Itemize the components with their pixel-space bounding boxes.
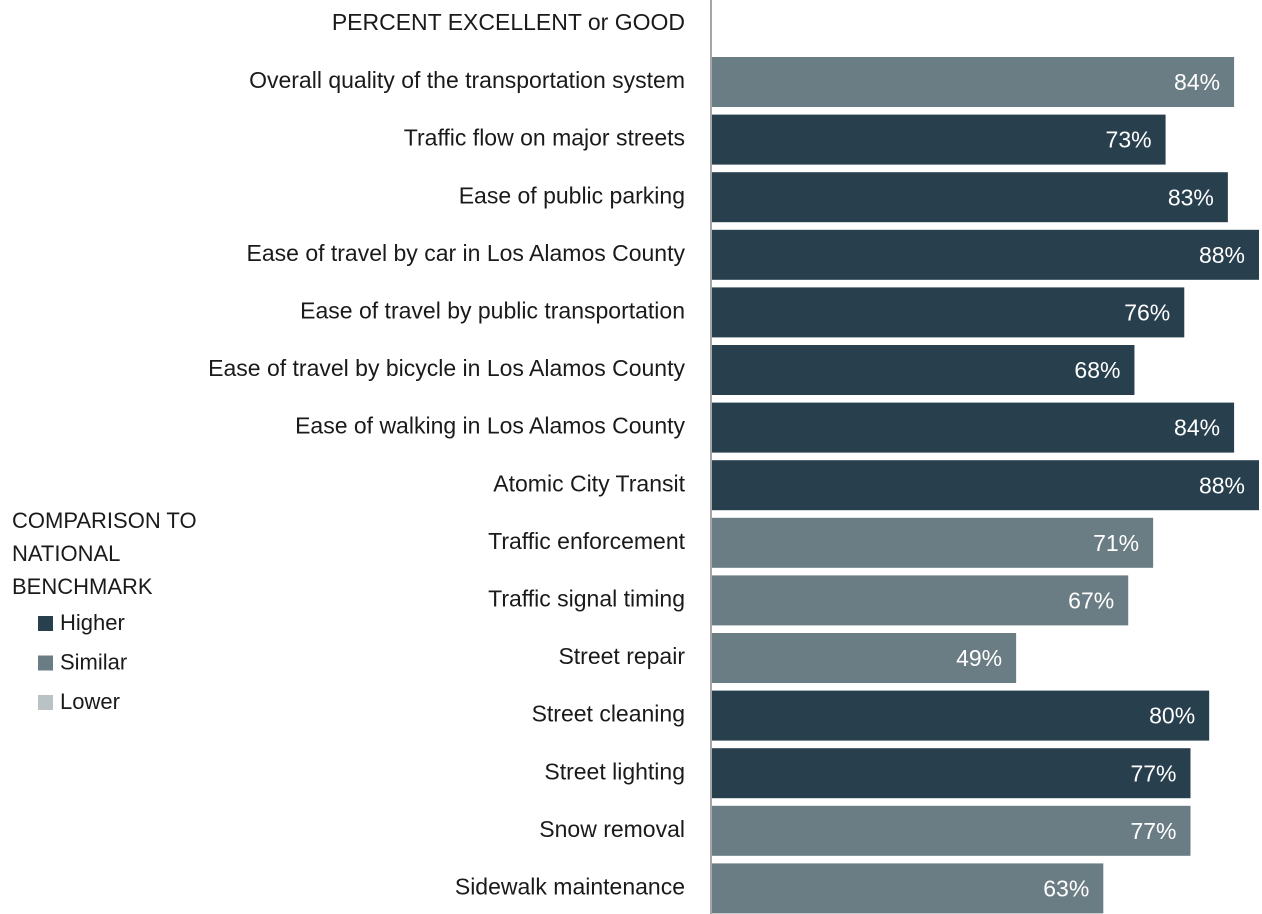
category-label: Traffic flow on major streets [404, 125, 685, 151]
value-label: 88% [1199, 242, 1245, 268]
bar [712, 460, 1259, 511]
bar [712, 114, 1166, 165]
category-label: Ease of public parking [459, 182, 685, 208]
bar [712, 575, 1129, 626]
value-label: 67% [1068, 587, 1114, 613]
category-label: Overall quality of the transportation sy… [249, 67, 685, 93]
bar [712, 287, 1185, 338]
bar [712, 345, 1135, 395]
bar [712, 57, 1235, 107]
legend-swatch [38, 616, 53, 631]
value-label: 83% [1168, 184, 1214, 210]
bar [712, 633, 1017, 683]
legend-label: Higher [60, 610, 125, 635]
legend-swatch [38, 695, 53, 710]
legend-label: Lower [60, 689, 120, 714]
bar [712, 402, 1235, 453]
bar [712, 863, 1104, 914]
category-label: Atomic City Transit [493, 470, 685, 496]
bar [712, 748, 1191, 799]
value-label: 71% [1093, 530, 1139, 556]
bar [712, 172, 1228, 223]
value-label: 76% [1124, 299, 1170, 325]
category-label: Snow removal [539, 816, 685, 842]
bar [712, 517, 1154, 568]
bar [712, 690, 1210, 741]
value-label: 80% [1149, 703, 1195, 729]
value-label: 49% [956, 645, 1002, 671]
value-label: 88% [1199, 472, 1245, 498]
value-label: 77% [1130, 760, 1176, 786]
category-label: Ease of travel by car in Los Alamos Coun… [247, 240, 686, 266]
bar [712, 229, 1259, 280]
category-label: Ease of travel by bicycle in Los Alamos … [208, 355, 685, 381]
value-label: 84% [1174, 69, 1220, 95]
category-label: Traffic signal timing [488, 585, 685, 611]
category-label: Street cleaning [532, 701, 685, 727]
legend-swatch [38, 655, 53, 671]
value-label: 68% [1074, 357, 1120, 383]
chart-title: PERCENT EXCELLENT or GOOD [332, 9, 685, 35]
value-label: 73% [1106, 127, 1152, 153]
category-label: Sidewalk maintenance [455, 873, 685, 899]
category-label: Street repair [558, 643, 685, 669]
value-label: 84% [1174, 415, 1220, 441]
bar [712, 805, 1191, 856]
category-label: Ease of travel by public transportation [300, 297, 685, 323]
legend-label: Similar [60, 649, 127, 674]
category-label: Traffic enforcement [488, 528, 685, 554]
legend-title: COMPARISON TO NATIONAL BENCHMARK [12, 508, 197, 599]
value-label: 77% [1130, 818, 1176, 844]
category-label: Ease of walking in Los Alamos County [295, 413, 685, 439]
category-label: Street lighting [544, 758, 685, 784]
value-label: 63% [1043, 875, 1089, 901]
